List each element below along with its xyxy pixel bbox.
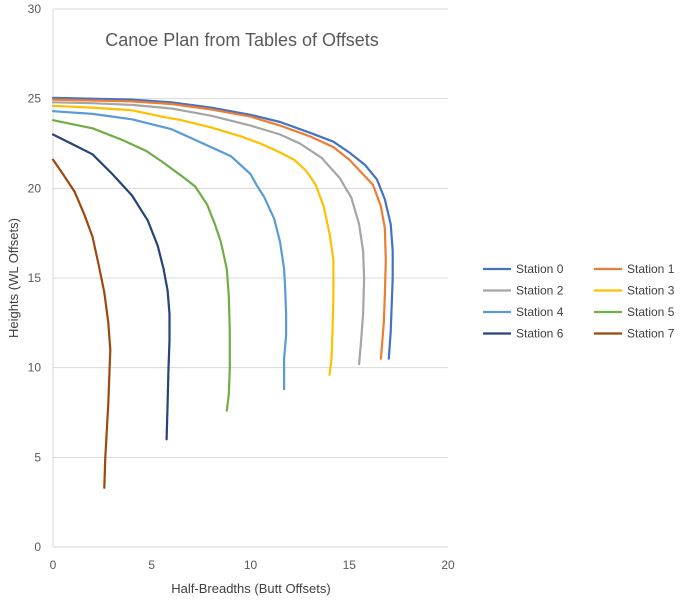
y-tick-label: 5: [34, 450, 41, 464]
legend-label-station-4: Station 4: [516, 305, 564, 319]
legend-label-station-7: Station 7: [627, 327, 675, 341]
chart-title: Canoe Plan from Tables of Offsets: [105, 30, 378, 50]
x-tick-label: 20: [441, 558, 455, 572]
x-tick-label: 5: [148, 558, 155, 572]
legend-label-station-1: Station 1: [627, 262, 675, 276]
legend: Station 0 Station 1 Station 2 Station 3 Stat…: [483, 262, 675, 341]
legend-label-station-2: Station 2: [516, 284, 564, 298]
y-tick-label: 25: [28, 92, 42, 106]
legend-label-station-3: Station 3: [627, 284, 675, 298]
series-line-station-6: [51, 133, 171, 441]
gridlines: [53, 8, 448, 548]
legend-label-station-0: Station 0: [516, 262, 564, 276]
legend-label-station-5: Station 5: [627, 305, 675, 319]
series-line-station-4: [51, 110, 288, 391]
y-tick-label: 15: [28, 271, 42, 285]
series-line-station-2: [51, 101, 366, 366]
x-tick-labels: 0 5 10 15 20: [50, 558, 455, 572]
y-axis-title: Heights (WL Offsets): [6, 218, 21, 338]
y-tick-labels: 0 5 10 15 20 25 30: [28, 2, 42, 554]
x-tick-label: 15: [343, 558, 357, 572]
x-axis-title: Half-Breadths (Butt Offsets): [171, 581, 330, 596]
y-tick-label: 0: [34, 540, 41, 554]
y-tick-label: 10: [28, 361, 42, 375]
series-line-station-0: [51, 96, 394, 360]
y-tick-label: 20: [28, 181, 42, 195]
series-line-station-3: [51, 104, 335, 376]
y-tick-label: 30: [28, 2, 42, 16]
x-tick-label: 10: [244, 558, 258, 572]
series-lines: [51, 96, 394, 489]
legend-label-station-6: Station 6: [516, 327, 564, 341]
series-line-station-7: [51, 158, 112, 489]
x-tick-label: 0: [50, 558, 57, 572]
series-line-station-5: [51, 119, 231, 412]
series-line-station-1: [51, 98, 387, 360]
